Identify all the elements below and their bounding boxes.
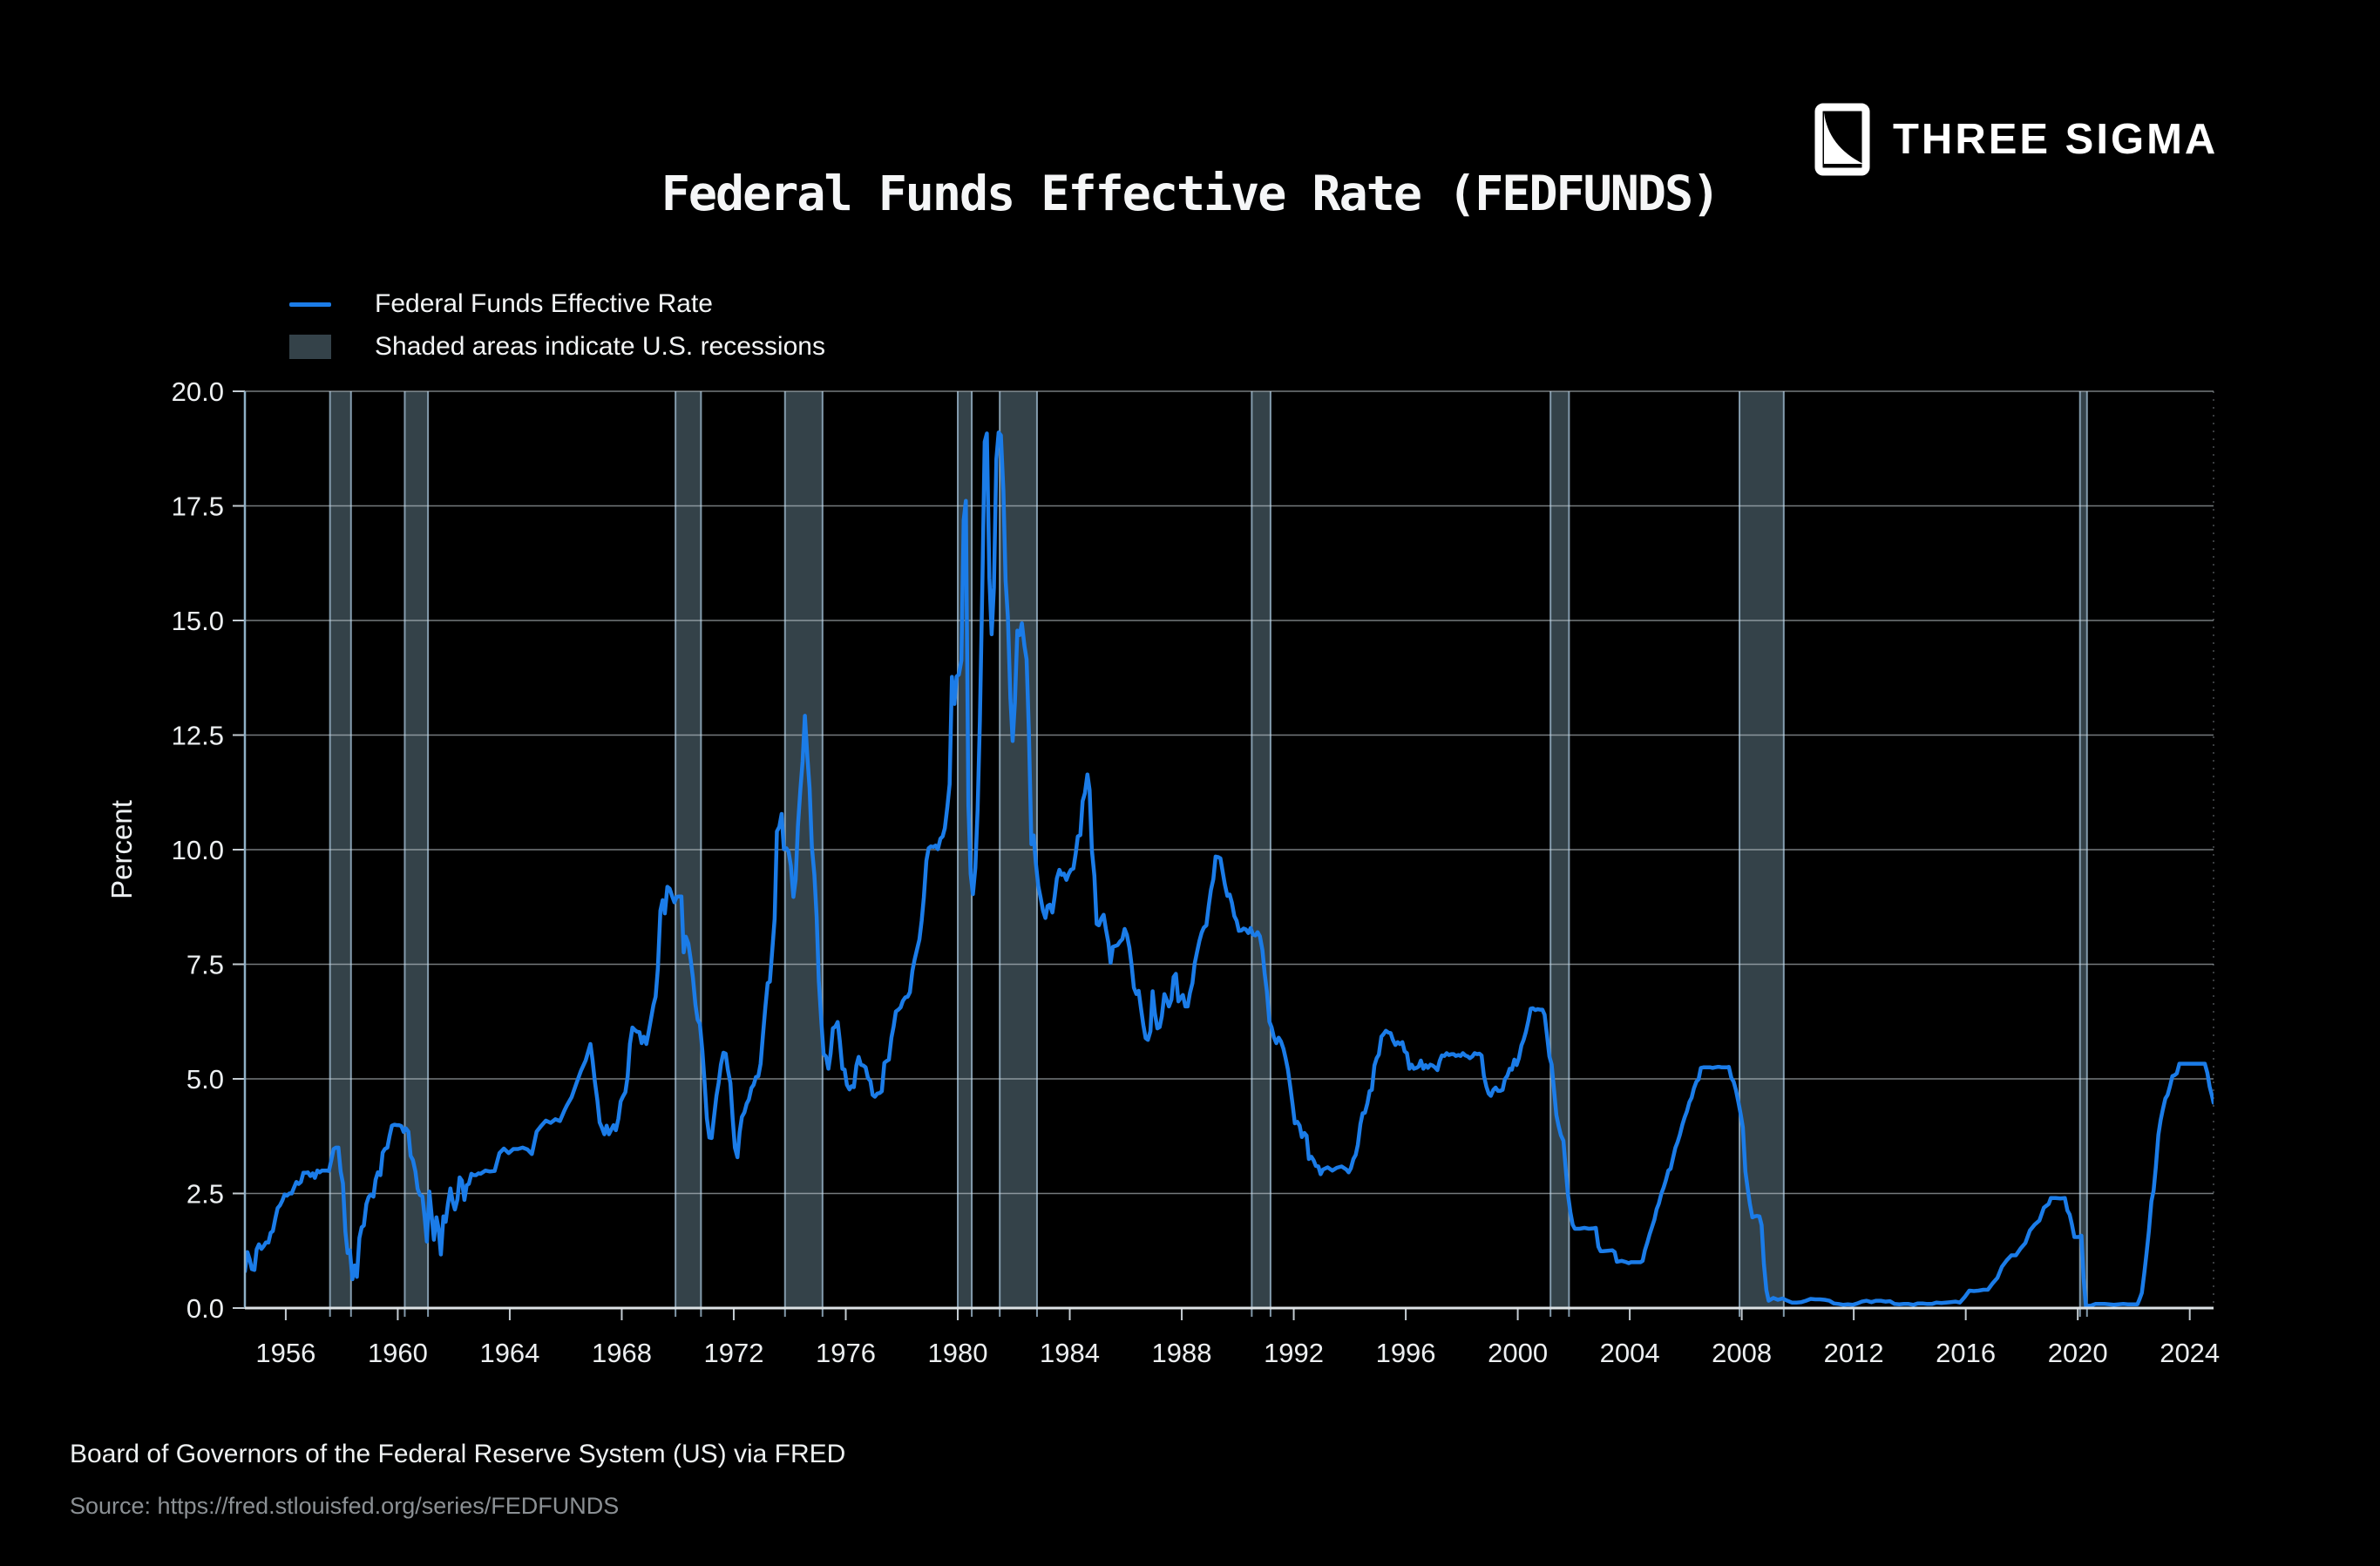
- y-tick-label: 10.0: [172, 835, 224, 865]
- x-tick-label: 2020: [2048, 1338, 2108, 1368]
- chart-title: Federal Funds Effective Rate (FEDFUNDS): [661, 166, 1720, 221]
- x-tick-label: 1980: [928, 1338, 988, 1368]
- y-tick-label: 17.5: [172, 491, 224, 522]
- x-tick-label: 1988: [1152, 1338, 1212, 1368]
- x-tick-label: 2024: [2160, 1338, 2220, 1368]
- x-tick-label: 2004: [1600, 1338, 1660, 1368]
- x-tick-label: 2012: [1824, 1338, 1884, 1368]
- x-tick-label: 1976: [816, 1338, 876, 1368]
- x-axis-ticks: 1956 1960 1964 1968 1972 1976 1980 1984 1988 1992…: [255, 1308, 2220, 1368]
- series-line-swatch: [289, 302, 331, 307]
- y-axis-label: Percent: [105, 800, 138, 899]
- legend-series-label: Federal Funds Effective Rate: [375, 289, 713, 318]
- x-tick-label: 1960: [368, 1338, 428, 1368]
- y-tick-label: 12.5: [172, 721, 224, 751]
- legend: Federal Funds Effective Rate Shaded area…: [289, 289, 825, 375]
- fedfunds-series-line: [245, 430, 2214, 1308]
- x-tick-label: 2000: [1488, 1338, 1548, 1368]
- y-tick-label: 5.0: [186, 1064, 224, 1095]
- x-tick-label: 1984: [1040, 1338, 1100, 1368]
- y-tick-label: 15.0: [172, 606, 224, 636]
- gridlines: [245, 390, 2214, 1195]
- y-tick-label: 20.0: [172, 376, 224, 407]
- x-tick-label: 1992: [1264, 1338, 1324, 1368]
- x-tick-label: 1968: [592, 1338, 652, 1368]
- logo: THREE SIGMA: [1814, 103, 2218, 176]
- x-tick-label: 2016: [1936, 1338, 1996, 1368]
- data-attribution: Board of Governors of the Federal Reserv…: [70, 1440, 846, 1468]
- x-tick-label: 1996: [1376, 1338, 1436, 1368]
- recession-band-edges: [329, 391, 2088, 1317]
- x-tick-label: 1964: [479, 1338, 539, 1368]
- recession-patch-swatch: [289, 335, 331, 359]
- y-axis-ticks: 0.0 2.5 5.0 7.5 10.0 12.5 15.0 17.5 20.0: [172, 376, 245, 1324]
- source-url: Source: https://fred.stlouisfed.org/seri…: [70, 1493, 620, 1519]
- x-tick-label: 2008: [1712, 1338, 1772, 1368]
- legend-recessions-label: Shaded areas indicate U.S. recessions: [375, 332, 825, 361]
- legend-item-recessions: Shaded areas indicate U.S. recessions: [289, 332, 825, 362]
- legend-item-series: Federal Funds Effective Rate: [289, 289, 825, 319]
- three-sigma-logo-icon: [1814, 103, 1870, 176]
- y-tick-label: 0.0: [186, 1293, 224, 1324]
- y-tick-label: 7.5: [186, 950, 224, 980]
- y-tick-label: 2.5: [186, 1179, 224, 1210]
- logo-text: THREE SIGMA: [1893, 116, 2219, 163]
- x-tick-label: 1972: [703, 1338, 763, 1368]
- x-tick-label: 1956: [255, 1338, 315, 1368]
